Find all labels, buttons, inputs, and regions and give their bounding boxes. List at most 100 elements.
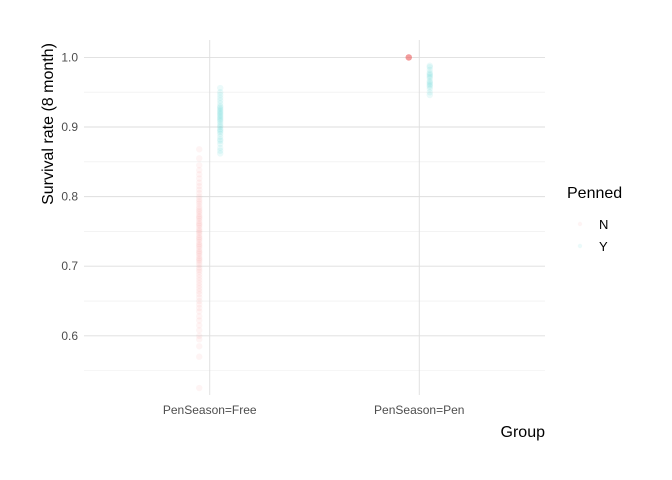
data-point-y <box>217 114 224 121</box>
data-point-y <box>217 150 224 157</box>
legend-title: Penned <box>567 185 622 202</box>
data-point-n <box>196 226 203 234</box>
data-point-y <box>217 130 224 138</box>
data-point-n <box>196 198 203 205</box>
data-point-y <box>217 127 224 134</box>
data-point-n <box>196 196 203 203</box>
y-tick-label: 1.0 <box>61 50 78 64</box>
data-point-y <box>217 133 224 140</box>
data-point-n <box>196 261 203 269</box>
data-point-y <box>426 85 433 92</box>
data-point-n <box>196 182 203 190</box>
data-point-n <box>196 222 203 230</box>
data-point-n <box>196 243 203 250</box>
data-point-y <box>426 82 433 89</box>
data-point-y <box>426 89 433 96</box>
data-point-n <box>196 236 203 243</box>
data-point-n <box>405 54 412 61</box>
data-point-y <box>426 63 433 71</box>
data-point-n <box>196 155 203 162</box>
data-point-n <box>196 353 203 360</box>
data-point-n <box>196 207 203 214</box>
data-point-n <box>196 288 203 295</box>
data-point-y <box>217 104 224 111</box>
data-point-n <box>196 224 203 232</box>
data-point-n <box>196 332 203 340</box>
grid <box>84 40 545 395</box>
data-point-y <box>426 66 433 74</box>
data-point-n <box>196 308 203 315</box>
data-point-n <box>196 327 203 334</box>
y-tick-label: 0.8 <box>61 190 78 204</box>
data-point-n <box>405 54 412 61</box>
data-point-n <box>196 193 203 200</box>
data-point-y <box>426 72 433 79</box>
legend-key-n <box>577 221 583 227</box>
data-point-n <box>196 219 203 227</box>
data-point-y <box>217 105 224 113</box>
y-tick-label: 0.9 <box>61 120 78 134</box>
data-point-y <box>217 84 224 92</box>
y-axis-title: Survival rate (8 month) <box>40 43 57 205</box>
data-point-n <box>196 252 203 259</box>
data-point-y <box>217 115 224 122</box>
data-point-n <box>196 228 203 235</box>
data-point-y <box>426 80 433 88</box>
data-point-n <box>196 282 203 289</box>
legend-label-y: Y <box>599 239 608 254</box>
data-point-n <box>196 189 203 197</box>
data-point-y <box>217 97 224 104</box>
data-point-n <box>196 264 203 271</box>
data-point-n <box>196 290 203 298</box>
data-point-y <box>426 70 433 78</box>
data-point-n <box>405 54 412 61</box>
data-point-n <box>196 231 203 239</box>
data-point-n <box>405 54 412 61</box>
data-point-n <box>405 54 412 61</box>
data-point-y <box>217 118 224 125</box>
legend-key-y <box>577 243 583 249</box>
data-point-n <box>196 254 203 262</box>
data-point-n <box>196 179 203 186</box>
data-point-n <box>196 249 203 256</box>
data-point-y <box>217 94 224 101</box>
data-point-n <box>196 175 203 182</box>
data-point-n <box>196 322 203 329</box>
data-point-n <box>196 242 203 249</box>
data-point-n <box>405 54 412 61</box>
data-point-y <box>217 123 224 131</box>
data-point-n <box>196 221 203 228</box>
data-points <box>196 54 433 392</box>
data-point-y <box>217 107 224 114</box>
data-point-n <box>196 343 203 350</box>
x-tick-label: PenSeason=Free <box>163 403 257 417</box>
data-point-n <box>196 266 203 273</box>
data-point-n <box>196 317 203 324</box>
data-point-y <box>217 111 224 118</box>
data-point-n <box>196 208 203 216</box>
data-point-n <box>196 214 203 221</box>
data-point-n <box>196 247 203 255</box>
data-point-y <box>217 108 224 115</box>
data-point-n <box>405 54 412 61</box>
x-tick-labels: PenSeason=Free PenSeason=Pen <box>163 403 465 417</box>
data-point-y <box>217 109 224 117</box>
data-point-n <box>196 210 203 218</box>
legend-keys <box>577 221 583 249</box>
data-point-y <box>426 79 433 86</box>
data-point-n <box>196 274 203 281</box>
y-tick-labels: 0.6 0.7 0.8 0.9 1.0 <box>61 50 78 342</box>
data-point-n <box>196 215 203 223</box>
data-point-n <box>196 250 203 257</box>
data-point-y <box>426 69 433 76</box>
data-point-n <box>405 54 412 61</box>
data-point-y <box>217 100 224 107</box>
data-point-n <box>196 285 203 292</box>
data-point-n <box>405 54 412 61</box>
data-point-n <box>196 238 203 246</box>
data-point-n <box>196 304 203 312</box>
data-point-n <box>196 235 203 242</box>
data-point-n <box>196 256 203 263</box>
x-tick-label: PenSeason=Pen <box>374 403 464 417</box>
